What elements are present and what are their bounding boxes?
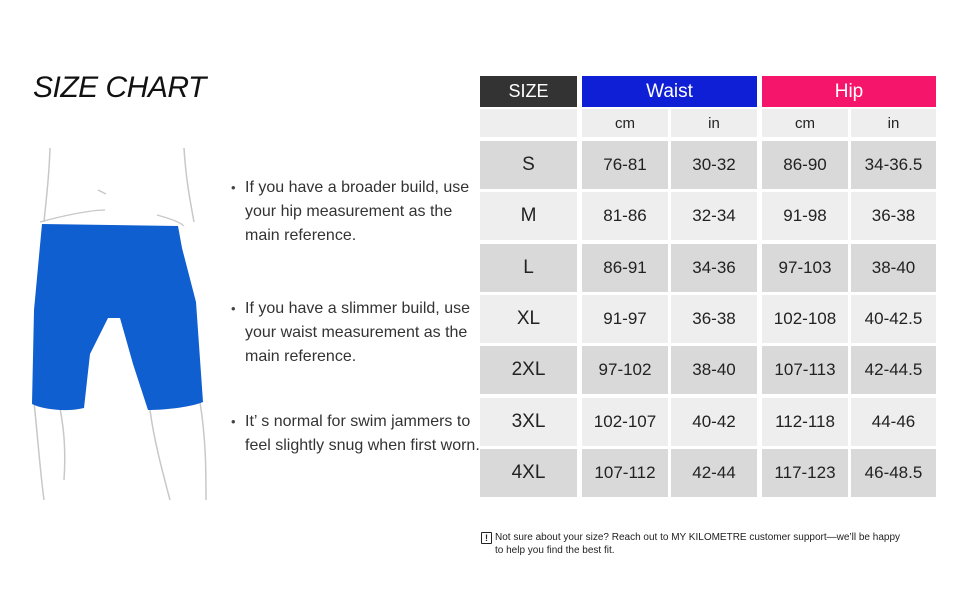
- subheader-waist-cm: cm: [582, 109, 668, 137]
- cell-waist-in: 30-32: [671, 141, 757, 189]
- page-title: SIZE CHART: [33, 71, 206, 104]
- jammer-shorts: [32, 224, 203, 411]
- note-slim-build: • If you have a slimmer build, use your …: [231, 300, 470, 365]
- cell-waist-cm: 76-81: [582, 141, 668, 189]
- cell-hip-in: 38-40: [851, 244, 936, 292]
- cell-hip-cm: 112-118: [762, 398, 848, 446]
- subheader-blank: [480, 109, 577, 137]
- cell-hip-cm: 117-123: [762, 449, 848, 497]
- cell-size: XL: [480, 295, 577, 343]
- cell-size: 4XL: [480, 449, 577, 497]
- subheader-waist-in: in: [671, 109, 757, 137]
- cell-hip-in: 44-46: [851, 398, 936, 446]
- support-footnote: ! Not sure about your size? Reach out to …: [481, 531, 951, 557]
- cell-waist-cm: 86-91: [582, 244, 668, 292]
- cell-size: 2XL: [480, 346, 577, 394]
- cell-hip-cm: 97-103: [762, 244, 848, 292]
- cell-hip-cm: 86-90: [762, 141, 848, 189]
- cell-waist-in: 42-44: [671, 449, 757, 497]
- warning-icon: !: [481, 532, 492, 544]
- subheader-hip-in: in: [851, 109, 936, 137]
- cell-waist-cm: 81-86: [582, 192, 668, 240]
- cell-size: M: [480, 192, 577, 240]
- cell-waist-in: 36-38: [671, 295, 757, 343]
- subheader-hip-cm: cm: [762, 109, 848, 137]
- cell-hip-cm: 107-113: [762, 346, 848, 394]
- note-broad-build: • If you have a broader build, use your …: [231, 179, 470, 244]
- cell-size: S: [480, 141, 577, 189]
- cell-hip-in: 46-48.5: [851, 449, 936, 497]
- cell-hip-in: 34-36.5: [851, 141, 936, 189]
- cell-hip-cm: 102-108: [762, 295, 848, 343]
- cell-waist-cm: 97-102: [582, 346, 668, 394]
- cell-waist-cm: 91-97: [582, 295, 668, 343]
- hip-header: Hip: [762, 76, 936, 107]
- cell-hip-in: 36-38: [851, 192, 936, 240]
- cell-hip-in: 40-42.5: [851, 295, 936, 343]
- cell-hip-in: 42-44.5: [851, 346, 936, 394]
- cell-waist-in: 38-40: [671, 346, 757, 394]
- cell-hip-cm: 91-98: [762, 192, 848, 240]
- cell-waist-in: 34-36: [671, 244, 757, 292]
- cell-size: 3XL: [480, 398, 577, 446]
- cell-waist-in: 40-42: [671, 398, 757, 446]
- cell-waist-cm: 102-107: [582, 398, 668, 446]
- cell-waist-cm: 107-112: [582, 449, 668, 497]
- waist-header: Waist: [582, 76, 757, 107]
- note-snug-fit: • It’ s normal for swim jammers to feel …: [231, 413, 480, 454]
- size-header: SIZE: [480, 76, 577, 107]
- cell-size: L: [480, 244, 577, 292]
- cell-waist-in: 32-34: [671, 192, 757, 240]
- jammer-illustration: [32, 147, 207, 501]
